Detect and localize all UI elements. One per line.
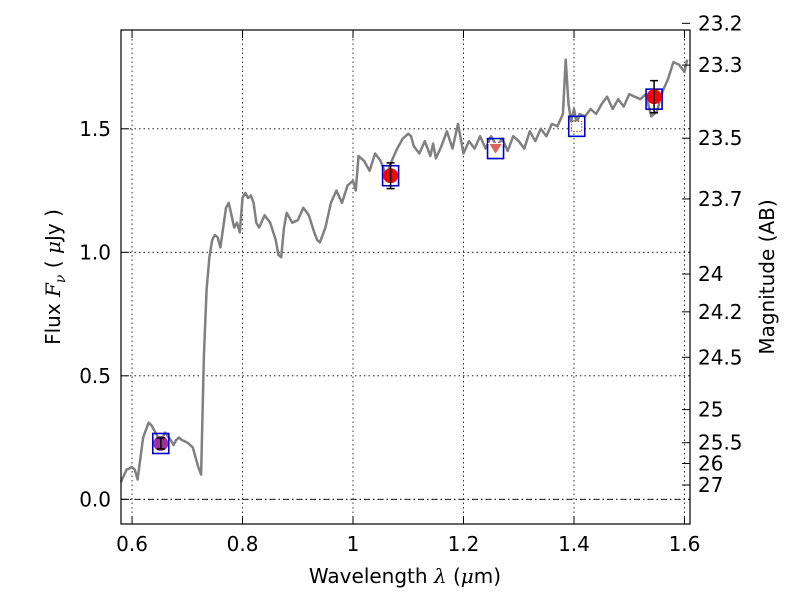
x-axis-title: Wavelength λ (μm) [309, 564, 501, 588]
y-tick-label: 1.5 [79, 117, 111, 141]
y2-axis-title: Magnitude (AB) [755, 199, 779, 354]
magnitude-tick-label: 23.5 [698, 126, 743, 150]
observed-flux-point [571, 120, 583, 132]
magnitude-tick-label: 23.7 [698, 187, 743, 211]
x-tick-label: 1 [347, 532, 360, 556]
magnitude-tick-label: 24 [698, 262, 723, 286]
magnitude-tick-label: 23.2 [698, 11, 743, 35]
magnitude-tick-label: 25 [698, 398, 723, 422]
model-flux-box [486, 137, 505, 160]
magnitude-tick-label: 26 [698, 451, 723, 475]
magnitude-tick-label: 23.3 [698, 53, 743, 77]
magnitude-tick-label: 24.2 [698, 300, 743, 324]
magnitude-tick-label: 27 [698, 473, 723, 497]
observed-flux-point [487, 143, 504, 156]
y-axis-ticks: 0.0 0.5 1.0 1.5 [79, 117, 129, 511]
y-tick-label: 0.5 [79, 364, 111, 388]
x-tick-label: 1.2 [448, 532, 480, 556]
x-tick-label: 1.6 [669, 532, 701, 556]
magnitude-tick-label: 24.5 [698, 345, 743, 369]
x-tick-label: 0.8 [227, 532, 259, 556]
photometry-points [151, 79, 663, 455]
model-flux-box [151, 432, 170, 455]
model-flux-box [567, 115, 586, 138]
y-axis-title: Flux Fν ( μJy ) [41, 209, 69, 345]
x-axis-ticks: 0.6 0.8 1 1.2 1.4 1.6 [116, 30, 700, 556]
y-tick-label: 0.0 [79, 487, 111, 511]
x-tick-label: 0.6 [116, 532, 148, 556]
x-tick-label: 1.4 [558, 532, 590, 556]
y-tick-label: 1.0 [79, 240, 111, 264]
plot-frame [120, 29, 691, 525]
magnitude-tick-label: 25.5 [698, 431, 743, 455]
